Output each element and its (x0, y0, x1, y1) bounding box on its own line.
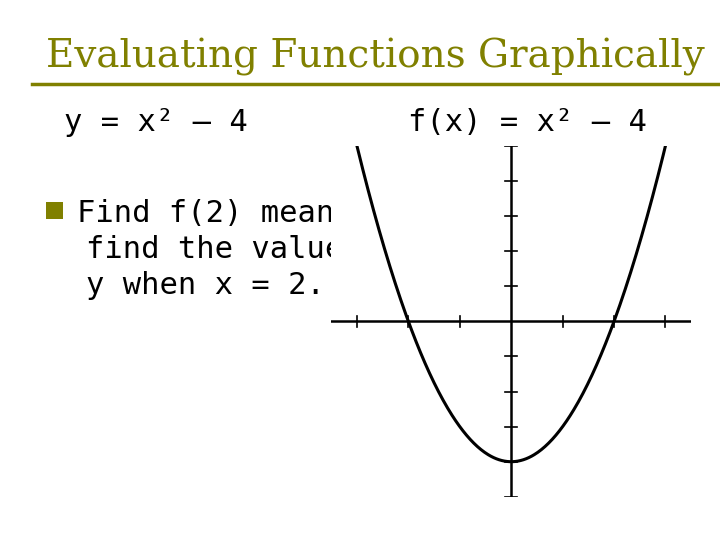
Text: Find f(2) means: Find f(2) means (77, 199, 353, 228)
Text: f(x) = x² – 4: f(x) = x² – 4 (408, 108, 647, 137)
Text: find the value of: find the value of (86, 235, 398, 264)
Text: Evaluating Functions Graphically: Evaluating Functions Graphically (46, 38, 705, 76)
Text: y = x² – 4: y = x² – 4 (64, 108, 248, 137)
Text: y when x = 2.: y when x = 2. (86, 271, 325, 300)
Bar (46, 202, 63, 219)
